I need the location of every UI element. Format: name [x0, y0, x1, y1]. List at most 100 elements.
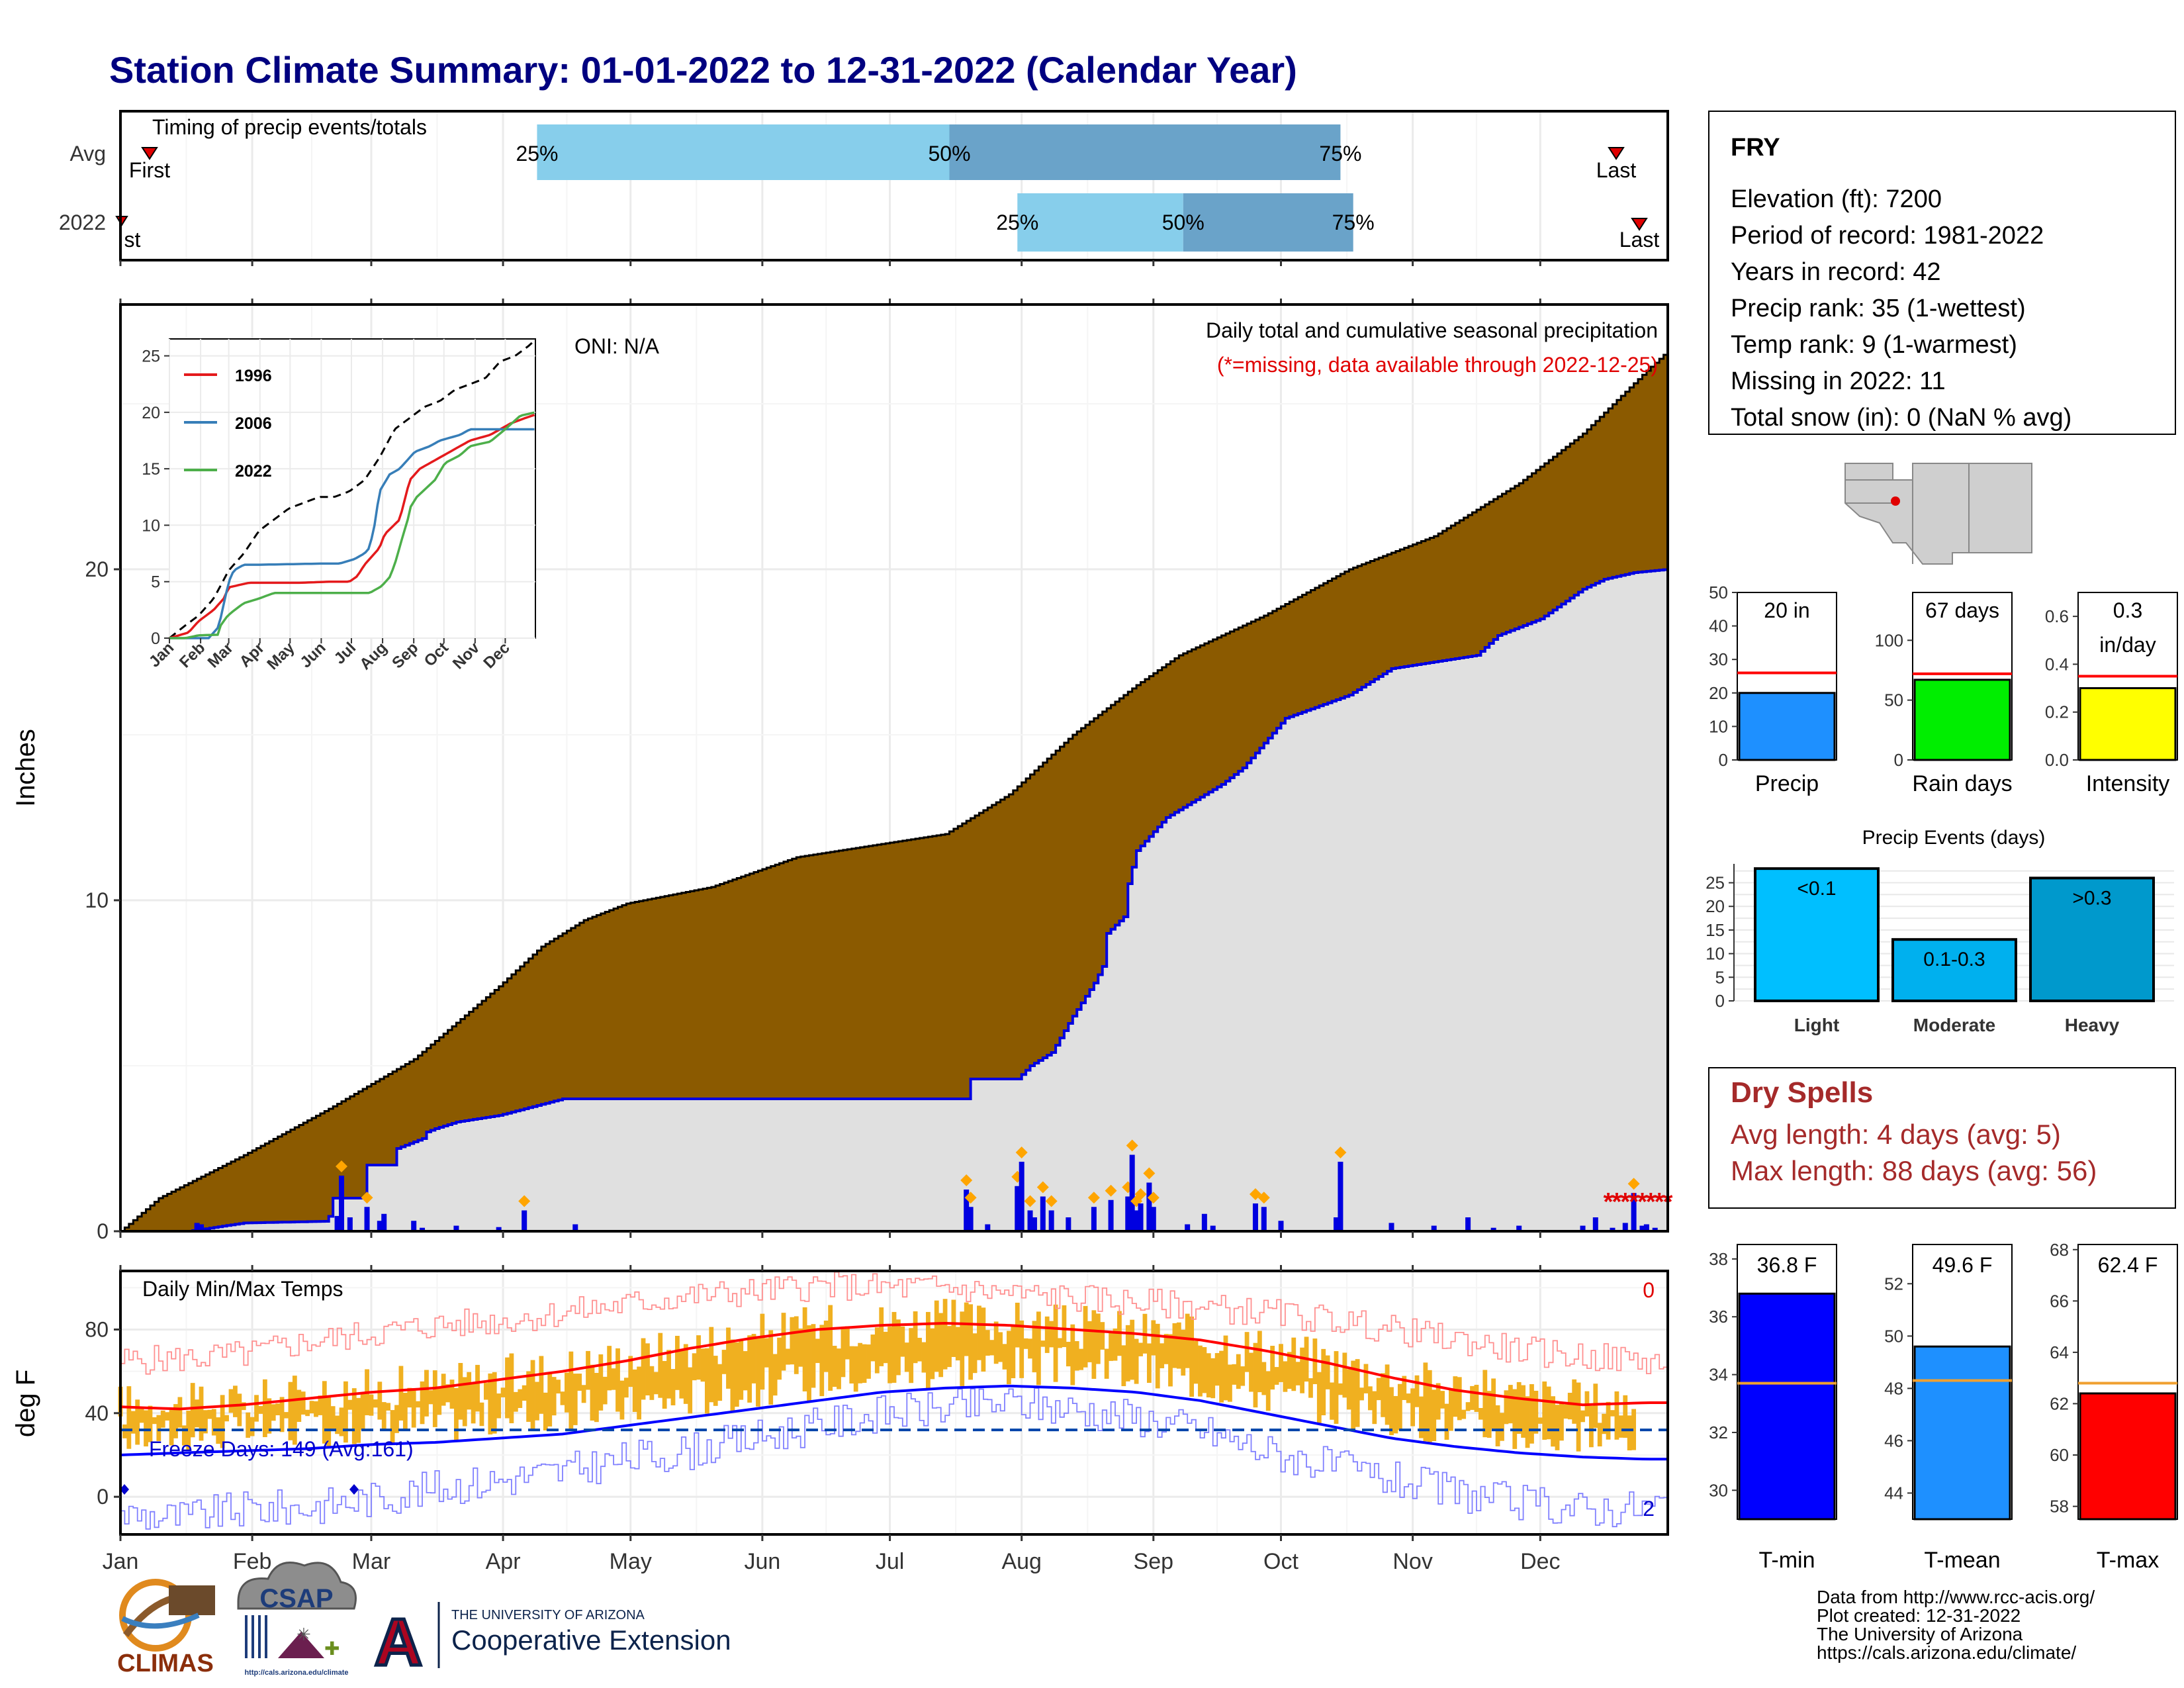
heavy-event-marker-icon	[960, 1174, 973, 1186]
dry-spells-title: Dry Spells	[1731, 1076, 1873, 1109]
daily-precip-bar	[1185, 1224, 1191, 1231]
month-label: Jan	[103, 1549, 139, 1574]
heavy-event-marker-icon	[1015, 1147, 1028, 1158]
temp-bar-tick-label: 34	[1709, 1365, 1728, 1385]
daily-temp-bar	[233, 1385, 238, 1417]
daily-temp-bar	[224, 1415, 229, 1422]
daily-temp-bar	[985, 1330, 990, 1356]
daily-temp-bar	[530, 1360, 535, 1431]
daily-temp-bar	[993, 1321, 999, 1364]
daily-temp-bar	[1279, 1344, 1283, 1382]
daily-temp-bar	[488, 1373, 493, 1434]
daily-precip-bar	[1388, 1223, 1394, 1231]
daily-temp-bar	[288, 1382, 293, 1440]
temp-ytick-label: 0	[97, 1485, 109, 1509]
daily-temp-bar	[611, 1368, 616, 1390]
heavy-event-marker-icon	[1126, 1139, 1138, 1152]
daily-temp-bar	[246, 1412, 251, 1438]
heavy-event-marker-icon	[1024, 1195, 1036, 1207]
daily-temp-bar	[526, 1371, 531, 1422]
temp-bar-tick-label: 44	[1884, 1483, 1903, 1503]
daily-precip-bar	[453, 1225, 459, 1231]
events-tick-label: 5	[1715, 967, 1725, 987]
oni-label: ONI: N/A	[574, 334, 660, 358]
daily-temp-bar	[1597, 1423, 1602, 1447]
daily-temp-bar	[292, 1376, 297, 1445]
daily-temp-bar	[156, 1415, 161, 1441]
daily-temp-bar	[704, 1348, 709, 1414]
timing-2022-pct-label: 50%	[1162, 211, 1205, 234]
daily-precip-bar	[1516, 1225, 1522, 1231]
daily-temp-bar	[688, 1367, 693, 1414]
daily-temp-bar	[1555, 1405, 1560, 1450]
timing-avg-bar-50-75	[949, 124, 1341, 180]
daily-temp-bar	[250, 1417, 255, 1436]
daily-temp-bar	[207, 1409, 212, 1419]
daily-temp-bar	[1402, 1376, 1407, 1400]
daily-precip-bar	[1150, 1207, 1156, 1231]
daily-temp-bar	[169, 1410, 174, 1446]
daily-temp-bar	[1295, 1362, 1300, 1385]
daily-temp-bar	[1419, 1396, 1424, 1438]
record-low-marker-icon	[120, 1484, 129, 1495]
daily-temp-bar	[819, 1325, 825, 1397]
daily-temp-bar	[632, 1369, 637, 1412]
climas-logo: CLIMAS	[117, 1579, 215, 1677]
daily-temp-bar	[607, 1346, 612, 1391]
daily-precip-bar	[1465, 1217, 1471, 1231]
temp-bar-label: T-mean	[1924, 1548, 2000, 1573]
event-category-label: Moderate	[1913, 1015, 1995, 1035]
heavy-event-marker-icon	[1134, 1188, 1147, 1200]
event-bar-light	[1754, 867, 1880, 1003]
ua-top-text: THE UNIVERSITY OF ARIZONA	[451, 1608, 645, 1622]
daily-temp-bar	[1100, 1322, 1105, 1350]
temperature-bar-charts: 36.8 F 30 32 34 36 38 T-min 49.6 F 44 46 48 50 52 T-m…	[1709, 1240, 2178, 1573]
daily-temp-bar	[696, 1335, 701, 1380]
daily-precip-bar	[1048, 1210, 1054, 1231]
csap-url: http://cals.arizona.edu/climate	[244, 1669, 348, 1677]
daily-temp-bar	[467, 1372, 472, 1410]
daily-temp-bar	[709, 1327, 714, 1403]
daily-temp-bar	[598, 1354, 604, 1411]
daily-temp-bar	[500, 1387, 506, 1397]
missing-data-markers: ********	[1604, 1188, 1673, 1216]
daily-temp-bar	[572, 1374, 578, 1425]
daily-temp-bar	[347, 1399, 353, 1410]
daily-temp-bar	[1406, 1393, 1411, 1403]
mini-bar-label: Rain days	[1912, 771, 2012, 796]
daily-temp-bar	[1551, 1396, 1555, 1447]
daily-temp-bar	[479, 1402, 484, 1427]
daily-temp-bar	[1172, 1323, 1177, 1368]
daily-temp-bar	[938, 1313, 944, 1378]
daily-temp-bar	[930, 1328, 935, 1380]
daily-temp-bar	[794, 1316, 799, 1374]
daily-temp-bar	[318, 1395, 323, 1415]
precip-events-chart: Precip Events (days) <0.1 Light 0.1-0.3 Mode…	[1706, 827, 2174, 1035]
daily-temp-bar	[1432, 1389, 1437, 1442]
daily-temp-bar	[339, 1407, 344, 1436]
daily-temp-bar	[934, 1300, 939, 1372]
precip-panel: ******** ONI: N/A Daily total and cumula…	[11, 303, 1673, 1243]
daily-temp-bar	[1376, 1378, 1381, 1401]
missing-day-marker: *	[1629, 1188, 1639, 1216]
daily-temp-bar	[1410, 1388, 1416, 1427]
daily-precip-bar	[1108, 1199, 1114, 1231]
daily-temp-bar	[586, 1350, 590, 1390]
mini-bar-value	[1738, 692, 1836, 761]
temp-bar-tick-label: 64	[2050, 1342, 2069, 1362]
month-label: Jul	[876, 1549, 904, 1574]
mini-bar-tick-label: 0.4	[2045, 654, 2069, 674]
daily-temp-bar	[641, 1338, 646, 1400]
daily-temp-bar	[369, 1394, 374, 1416]
daily-temp-bar	[445, 1384, 450, 1403]
timing-label: Timing of precip events/totals	[152, 115, 427, 139]
daily-temp-bar	[900, 1326, 905, 1357]
daily-temp-bar	[177, 1397, 183, 1428]
daily-temp-bar	[1240, 1366, 1246, 1386]
daily-temp-bar	[1397, 1383, 1402, 1430]
daily-precip-bars	[194, 1139, 1658, 1231]
daily-temp-bar	[551, 1377, 557, 1416]
temp-bar-tick-label: 60	[2050, 1445, 2069, 1465]
dry-spells-box: Dry Spells Avg length: 4 days (avg: 5) M…	[1708, 1067, 2176, 1209]
daily-temp-bar	[1470, 1385, 1475, 1410]
